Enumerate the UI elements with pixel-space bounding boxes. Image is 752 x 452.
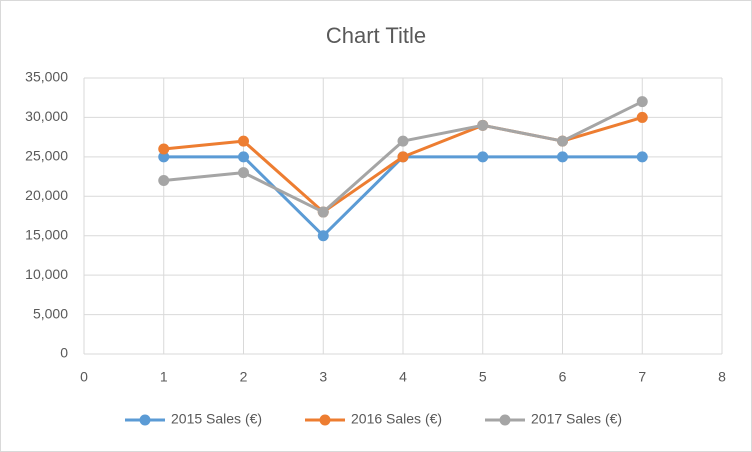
data-point [158,151,170,163]
data-point [397,135,409,147]
y-tick-label: 10,000 [25,266,68,282]
data-point [238,167,249,179]
legend-marker [499,414,511,426]
x-tick-label: 8 [718,369,726,385]
y-tick-label: 0 [60,345,68,361]
data-point [317,206,329,218]
data-point [477,151,489,163]
legend-label: 2017 Sales (€) [531,411,622,427]
y-tick-label: 30,000 [25,108,68,124]
data-point [397,151,409,163]
x-tick-label: 1 [160,369,168,385]
data-point [636,96,648,108]
legend-marker [319,414,331,426]
x-tick-label: 7 [638,369,646,385]
data-point [158,143,170,155]
x-tick-label: 0 [80,369,88,385]
data-point [158,175,170,187]
legend-label: 2015 Sales (€) [171,411,262,427]
data-point [557,151,568,163]
y-tick-label: 35,000 [25,69,68,85]
chart-title: Chart Title [326,23,426,48]
data-point [238,135,249,147]
y-tick-label: 25,000 [25,148,68,164]
y-tick-label: 5,000 [33,305,68,321]
data-point [636,151,648,163]
data-point [636,111,648,123]
x-tick-label: 3 [319,369,327,385]
x-tick-label: 4 [399,369,407,385]
x-tick-label: 5 [479,369,487,385]
x-tick-label: 2 [240,369,248,385]
data-point [477,119,489,131]
x-tick-label: 6 [559,369,567,385]
y-tick-label: 15,000 [25,226,68,242]
legend-marker [139,414,151,426]
y-tick-label: 20,000 [25,187,68,203]
data-point [557,135,568,147]
legend-label: 2016 Sales (€) [351,411,442,427]
data-point [238,151,249,163]
data-point [317,230,329,242]
